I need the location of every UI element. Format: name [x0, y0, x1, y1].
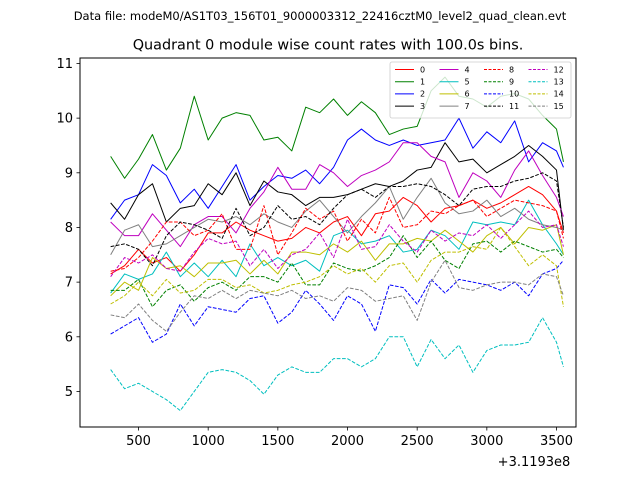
legend-label-13: 13 — [554, 78, 564, 87]
series-line-7 — [110, 177, 564, 256]
axes-border — [79, 57, 577, 428]
legend-label-15: 15 — [554, 102, 564, 111]
legend-label-4: 4 — [465, 65, 470, 74]
legend-label-12: 12 — [554, 65, 564, 74]
series-line-15 — [110, 259, 564, 332]
legend-label-10: 10 — [509, 90, 519, 99]
series-line-14 — [110, 226, 564, 307]
series-line-10 — [110, 259, 564, 343]
legend-label-7: 7 — [465, 102, 470, 111]
series-line-3 — [110, 142, 564, 231]
legend-label-11: 11 — [509, 102, 519, 111]
series-line-5 — [110, 199, 564, 294]
y-tick-label: 9 — [65, 166, 73, 181]
x-tick-label: 1500 — [261, 434, 294, 449]
legend-label-5: 5 — [465, 78, 470, 87]
series-line-4 — [110, 142, 564, 248]
y-tick-label: 10 — [56, 112, 73, 127]
legend-label-1: 1 — [420, 78, 425, 87]
chart-title: Quadrant 0 module wise count rates with … — [133, 38, 524, 54]
series-line-8 — [110, 196, 564, 272]
legend-label-2: 2 — [420, 90, 425, 99]
y-tick-label: 8 — [65, 221, 73, 236]
x-tick-label: 500 — [126, 434, 151, 449]
series-line-2 — [110, 117, 564, 220]
legend-label-3: 3 — [420, 102, 425, 111]
series-line-11 — [110, 172, 564, 267]
x-tick-label: 1000 — [192, 434, 225, 449]
series-line-12 — [110, 210, 564, 277]
x-tick-label: 2500 — [401, 434, 434, 449]
x-tick-label: 3500 — [540, 434, 573, 449]
y-tick-label: 7 — [65, 276, 73, 291]
x-tick-label: 2000 — [331, 434, 364, 449]
legend-label-6: 6 — [465, 90, 470, 99]
y-tick-label: 11 — [56, 57, 73, 72]
series-line-9 — [110, 235, 564, 308]
x-axis-offset-label: +3.1193e8 — [498, 455, 571, 470]
legend-label-9: 9 — [509, 78, 514, 87]
series-line-0 — [110, 185, 564, 275]
legend-label-14: 14 — [554, 90, 564, 99]
x-tick-label: 3000 — [470, 434, 503, 449]
figure-suptitle: Data file: modeM0/AS1T03_156T01_90000033… — [74, 9, 567, 23]
series-layer — [110, 76, 564, 412]
legend-label-0: 0 — [420, 65, 425, 74]
y-tick-label: 5 — [65, 385, 73, 400]
legend-box — [389, 61, 572, 119]
legend-label-8: 8 — [509, 65, 514, 74]
y-tick-label: 6 — [65, 330, 73, 345]
